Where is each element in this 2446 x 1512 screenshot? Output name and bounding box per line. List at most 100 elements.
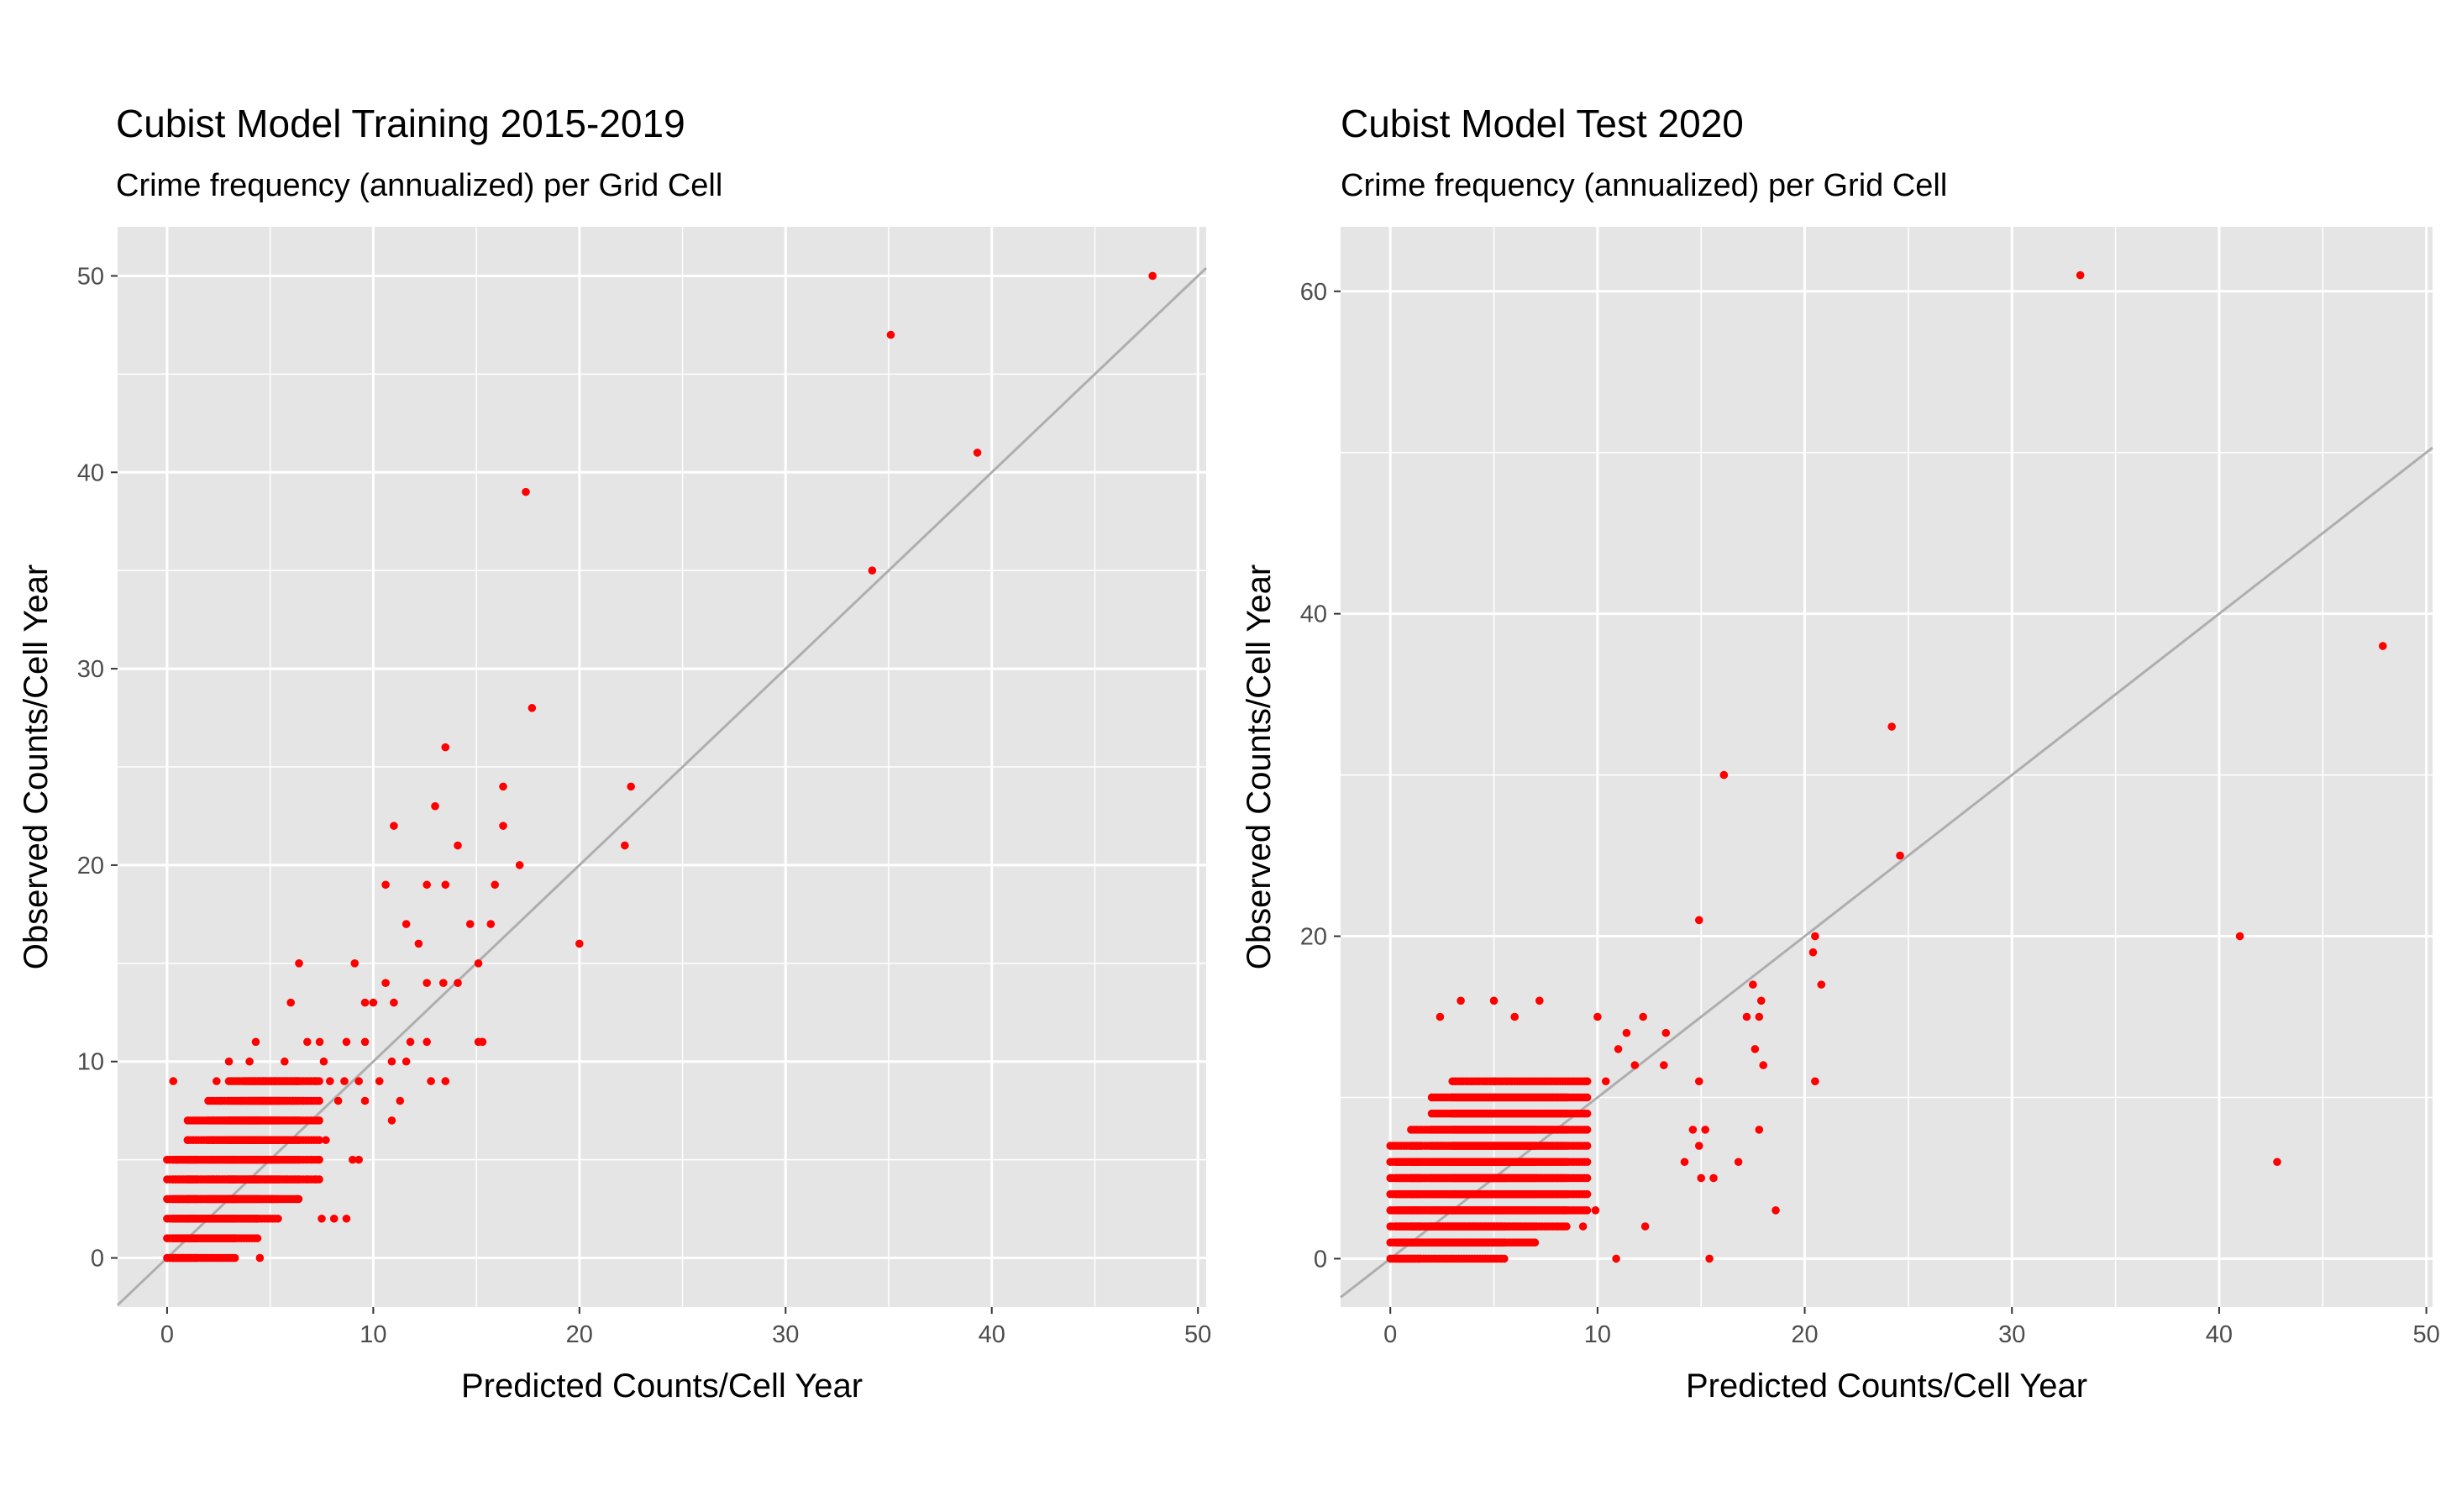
data-point [1755, 1126, 1764, 1134]
data-point [270, 1077, 279, 1085]
data-point [340, 1077, 349, 1085]
x-axis-label: Predicted Counts/Cell Year [461, 1368, 863, 1404]
data-point [575, 939, 584, 948]
data-point [454, 979, 462, 987]
data-point [474, 1037, 483, 1047]
data-point [2378, 642, 2387, 650]
data-point [1601, 1077, 1610, 1086]
data-point [1583, 1077, 1592, 1086]
data-point [329, 1214, 339, 1223]
data-point [333, 1096, 343, 1105]
data-point [1535, 996, 1544, 1005]
data-point [1640, 1222, 1650, 1231]
reference-line [1340, 446, 2433, 1299]
data-point [1817, 980, 1826, 989]
y-tick-label: 60 [1300, 279, 1327, 306]
data-point [491, 880, 499, 890]
data-point [292, 1077, 302, 1085]
data-point [423, 1037, 431, 1047]
data-point [486, 920, 496, 928]
data-point [1694, 1077, 1703, 1086]
data-point [1719, 770, 1729, 780]
x-tick-label: 40 [979, 1321, 1005, 1348]
data-point [319, 1057, 328, 1066]
data-point [1755, 1012, 1764, 1021]
data-point [360, 1096, 370, 1105]
data-point [299, 1096, 307, 1105]
data-point [2235, 932, 2244, 941]
tick-labels: 0 10 20 30 40 50 0 20 40 60 [1300, 279, 2440, 1348]
data-point [1622, 1028, 1631, 1037]
data-point [1751, 1045, 1760, 1053]
data-point [1734, 1158, 1743, 1167]
data-point [1500, 1254, 1509, 1263]
data-point [381, 880, 390, 890]
x-tick-label: 40 [2206, 1321, 2233, 1348]
data-point [2076, 270, 2085, 280]
data-point [1148, 271, 1157, 281]
x-tick-label: 30 [772, 1321, 799, 1348]
y-tick-label: 10 [77, 1049, 104, 1076]
data-point [1680, 1158, 1689, 1167]
data-point [1749, 980, 1757, 989]
data-point [1593, 1012, 1602, 1021]
data-point [1583, 1158, 1592, 1167]
data-point [1457, 996, 1465, 1005]
tick-labels: 0 10 20 30 40 50 0 10 20 30 40 50 [77, 263, 1212, 1348]
data-point [1759, 1061, 1768, 1069]
data-point [255, 1253, 265, 1263]
data-point [1811, 1077, 1819, 1086]
data-point [1510, 1012, 1520, 1021]
data-point [354, 1155, 363, 1164]
data-point [318, 1214, 326, 1223]
data-point [369, 998, 378, 1007]
data-point [621, 841, 629, 850]
y-tick-label: 30 [77, 656, 104, 683]
data-point [499, 822, 507, 830]
data-point [1612, 1254, 1620, 1263]
data-point [260, 1077, 269, 1085]
training-chart: Cubist Model Training 2015-2019 Crime fr… [18, 102, 1211, 1404]
test-chart: Cubist Model Test 2020 Crime frequency (… [1241, 102, 2440, 1404]
data-point [253, 1234, 262, 1242]
data-point [1583, 1109, 1592, 1118]
x-tick-label: 20 [566, 1321, 593, 1348]
chart-title: Cubist Model Test 2020 [1341, 102, 1744, 145]
data-point [522, 487, 530, 496]
x-tick-label: 10 [1584, 1321, 1611, 1348]
data-point [268, 1194, 276, 1204]
data-point [441, 1077, 450, 1085]
data-point [515, 861, 524, 869]
x-tick-label: 20 [1791, 1321, 1818, 1348]
y-tick-label: 20 [1300, 924, 1327, 951]
y-tick-label: 50 [77, 263, 104, 290]
data-point [303, 1037, 312, 1047]
data-point [295, 959, 303, 968]
data-point [868, 566, 877, 575]
data-point [431, 801, 439, 811]
chart-subtitle: Crime frequency (annualized) per Grid Ce… [1341, 168, 1947, 203]
data-point [1583, 1142, 1592, 1150]
data-point [315, 1037, 324, 1047]
x-axis-label: Predicted Counts/Cell Year [1686, 1368, 2087, 1404]
data-point [1630, 1061, 1640, 1069]
data-point [1694, 916, 1703, 925]
data-point [1614, 1045, 1623, 1053]
data-point [360, 1037, 370, 1047]
grid [1341, 227, 2433, 1307]
data-point [1697, 1173, 1706, 1183]
x-tick-label: 50 [1184, 1321, 1211, 1348]
data-point [169, 1077, 178, 1085]
data-point [1709, 1173, 1718, 1183]
data-point [1583, 1126, 1592, 1134]
data-point [1772, 1206, 1780, 1215]
data-point [427, 1077, 435, 1085]
reference-line-group [116, 267, 1208, 1306]
data-point [251, 1037, 260, 1047]
data-point [2273, 1158, 2281, 1167]
data-point [1811, 932, 1819, 941]
data-point [439, 979, 448, 987]
data-point [292, 1194, 302, 1204]
data-point [315, 1096, 323, 1105]
